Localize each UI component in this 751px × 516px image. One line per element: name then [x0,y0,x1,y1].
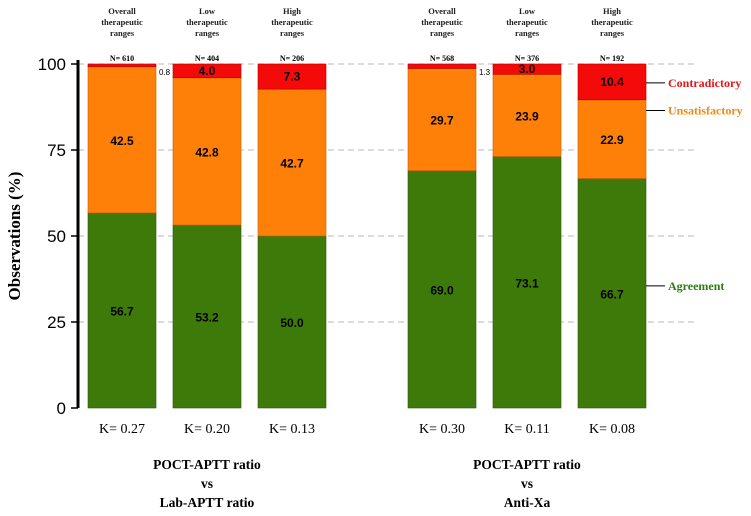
data-label-agreement: 50.0 [280,316,304,330]
y-tick-label: 0 [57,399,66,418]
data-label-contradictory: 7.3 [284,70,301,84]
category-label: therapeutic [591,17,633,27]
data-label-contradictory: 10.4 [600,75,624,89]
category-label: Low [199,6,216,16]
data-label-agreement: 56.7 [110,304,134,318]
kappa-label: K= 0.27 [99,422,145,437]
bar-segment-unsatisfactory [577,99,647,179]
bar-segment-unsatisfactory [407,68,477,171]
bar-segment-agreement [87,212,157,409]
category-label: ranges [515,28,540,38]
category-label: therapeutic [506,17,548,27]
category-label: Overall [108,6,136,16]
bar-segment-unsatisfactory [257,88,327,237]
bar-segment-unsatisfactory [172,77,242,226]
bar-segment-contradictory [492,63,562,75]
group-label: POCT-APTT ratio [153,457,261,472]
data-label-unsatisfactory: 29.7 [430,114,454,128]
bar-n-count: N= 404 [195,54,219,63]
bar-segment-agreement [257,235,327,409]
data-label-agreement: 73.1 [515,276,539,290]
bar-segment-contradictory [407,63,477,69]
data-label-unsatisfactory: 42.8 [195,145,219,159]
group-label: POCT-APTT ratio [473,457,581,472]
bar-segment-agreement [172,224,242,409]
category-label: High [283,6,301,16]
bar-n-count: N= 376 [515,54,539,63]
labels: 56.742.50.8N= 610Overalltherapeuticrange… [99,6,743,510]
bar-segment-agreement [407,170,477,409]
bar-segment-unsatisfactory [87,66,157,214]
kappa-label: K= 0.13 [269,422,315,437]
data-label-contradictory: 3.0 [519,62,536,76]
category-label: therapeutic [421,17,463,27]
category-label: therapeutic [101,17,143,27]
legend-label-agreement: Agreement [668,279,724,293]
bar-segment-contradictory [87,63,157,68]
y-tick-label: 25 [47,313,66,332]
y-tick-label: 75 [47,141,66,160]
group-label: Lab-APTT ratio [160,495,255,510]
category-label: High [603,6,621,16]
y-axis-title: Observations (%) [5,172,24,301]
kappa-label: K= 0.11 [504,422,550,437]
bar-segment-contradictory [577,63,647,101]
bar-segment-agreement [492,156,562,409]
data-label-unsatisfactory: 23.9 [515,109,539,123]
data-label-contradictory: 4.0 [199,64,216,78]
category-label: ranges [280,28,305,38]
data-label-agreement: 53.2 [195,310,219,324]
bar-segment-contradictory [172,63,242,79]
group-label: vs [201,476,213,491]
category-label: ranges [600,28,625,38]
group-label: vs [521,476,533,491]
data-label-contradictory: 1.3 [479,68,491,77]
category-label: Low [519,6,536,16]
bars [87,63,647,409]
legend-label-contradictory: Contradictory [668,76,741,90]
category-label: Overall [428,6,456,16]
kappa-label: K= 0.30 [419,422,465,437]
bar-n-count: N= 192 [600,54,624,63]
bar-n-count: N= 568 [430,54,454,63]
data-label-unsatisfactory: 22.9 [600,133,624,147]
legend-label-unsatisfactory: Unsatisfactory [668,103,743,117]
kappa-label: K= 0.20 [184,422,230,437]
data-label-agreement: 69.0 [430,283,454,297]
y-tick-label: 50 [47,227,66,246]
bar-segment-agreement [577,178,647,409]
data-label-contradictory: 0.8 [159,68,171,77]
data-label-agreement: 66.7 [600,287,624,301]
group-label: Anti-Xa [504,495,551,510]
bar-n-count: N= 610 [110,54,134,63]
axes: 0 25 50 75 100 [38,55,80,418]
category-label: therapeutic [271,17,313,27]
category-label: ranges [110,28,135,38]
bar-segment-contradictory [257,63,327,90]
category-label: ranges [195,28,220,38]
category-label: ranges [430,28,455,38]
kappa-label: K= 0.08 [589,422,635,437]
y-tick-label: 100 [38,55,66,74]
bar-n-count: N= 206 [280,54,304,63]
data-label-unsatisfactory: 42.5 [110,134,134,148]
data-label-unsatisfactory: 42.7 [280,157,304,171]
category-label: therapeutic [186,17,228,27]
